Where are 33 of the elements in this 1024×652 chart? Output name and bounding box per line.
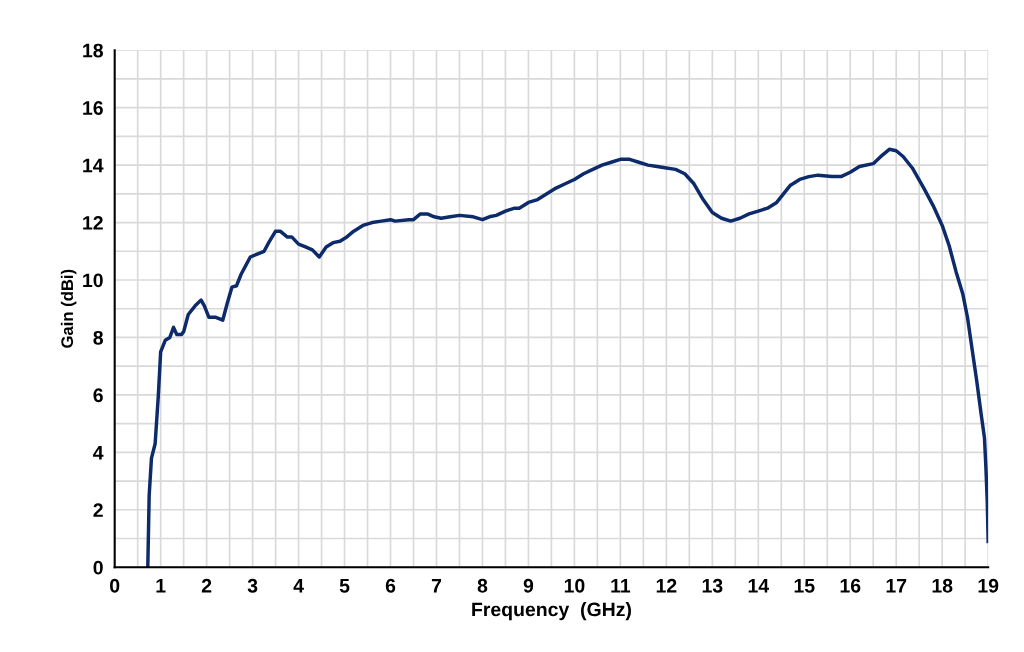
y-tick-label: 6	[93, 388, 103, 403]
y-tick-label: 18	[83, 43, 103, 58]
x-tick-label: 4	[293, 579, 304, 593]
x-tick-label: 8	[477, 578, 488, 593]
line-series	[146, 147, 989, 568]
x-tick-label: 1	[156, 579, 166, 593]
y-tick-label: 0	[93, 560, 103, 575]
x-axis-title: Frequency (GHz)	[472, 602, 631, 621]
x-tick-label: 13	[702, 578, 723, 593]
x-tick-label: 12	[656, 578, 677, 593]
x-tick-label: 5	[339, 579, 350, 593]
x-tick-label: 2	[201, 578, 212, 593]
y-tick-label: 2	[93, 503, 103, 517]
x-tick-label: 7	[431, 579, 442, 593]
x-tick-label: 3	[247, 578, 258, 593]
x-tick-label: 6	[385, 578, 396, 593]
y-tick-label: 10	[83, 273, 103, 288]
y-tick-label: 16	[83, 101, 103, 115]
x-tick-label: 18	[932, 578, 953, 593]
y-tick-label: 12	[83, 216, 103, 230]
x-tick-label: 14	[748, 579, 770, 593]
y-tick-label: 4	[93, 446, 104, 460]
x-tick-label: 17	[886, 579, 907, 593]
x-tick-label: 16	[840, 578, 861, 593]
x-tick-label: 19	[978, 578, 999, 593]
x-tick-label: 9	[523, 578, 534, 593]
y-axis-title: Gain (dBi)	[60, 269, 77, 348]
x-tick-label: 11	[611, 579, 631, 593]
y-tick-label: 8	[93, 330, 103, 345]
y-tick-label: 14	[83, 158, 104, 173]
x-tick-label: 0	[110, 578, 120, 593]
x-tick-label: 15	[794, 579, 815, 593]
x-tick-label: 10	[564, 578, 585, 593]
